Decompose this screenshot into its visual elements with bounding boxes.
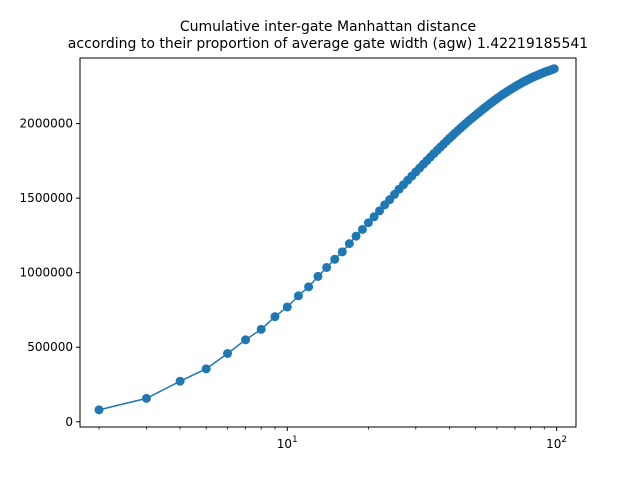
data-point — [94, 405, 104, 415]
data-point — [337, 247, 347, 257]
data-point — [293, 291, 303, 301]
chart-subtitle: according to their proportion of average… — [68, 36, 588, 52]
y-tick-label: 1500000 — [20, 191, 73, 205]
data-point — [344, 239, 354, 249]
data-point — [322, 262, 332, 272]
chart-title: Cumulative inter-gate Manhattan distance — [180, 19, 476, 35]
data-point — [375, 206, 385, 216]
plot-area: 0 500000 1000000 1500000 2000000 101 102 — [20, 57, 577, 451]
data-point — [369, 212, 379, 222]
data-point — [313, 271, 323, 281]
data-point — [141, 393, 151, 403]
data-point — [351, 231, 361, 241]
data-point — [270, 312, 280, 322]
y-tick-label: 500000 — [27, 340, 73, 354]
data-point — [282, 302, 292, 312]
axes-frame — [79, 57, 577, 428]
x-tick-label: 101 — [277, 435, 298, 451]
data-point — [223, 349, 233, 358]
data-point — [241, 335, 251, 345]
y-tick-label: 2000000 — [20, 117, 73, 131]
data-point — [549, 64, 559, 74]
y-tick-label: 1000000 — [20, 266, 73, 280]
data-point — [363, 218, 373, 228]
x-tick-label: 102 — [546, 435, 567, 451]
data-point — [330, 254, 340, 264]
data-point — [175, 376, 185, 386]
data-point — [304, 282, 314, 292]
y-tick-label: 0 — [65, 415, 73, 429]
data-point — [256, 324, 266, 334]
data-point — [357, 224, 367, 234]
data-point — [201, 364, 211, 374]
